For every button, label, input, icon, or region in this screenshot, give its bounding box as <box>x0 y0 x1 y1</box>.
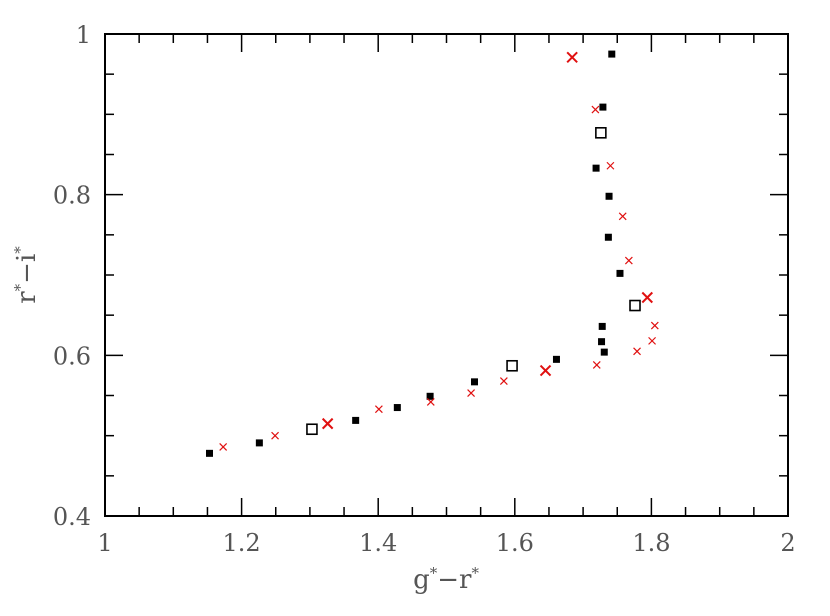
y-tick-labels: 0.4 0.6 0.8 1 <box>53 21 91 531</box>
filled-square-point <box>255 439 263 447</box>
x-tick-label: 2 <box>780 529 795 557</box>
x-tick-label: 1.2 <box>223 529 261 557</box>
small-cross-point <box>618 212 627 221</box>
plot-frame <box>104 33 789 517</box>
open-square-point <box>595 127 607 139</box>
filled-square-point <box>205 449 213 457</box>
filled-square-point <box>616 269 624 277</box>
small-cross-point <box>271 431 279 440</box>
axis-ticks <box>104 33 789 517</box>
y-tick-label: 1 <box>76 21 91 49</box>
y-tick-label: 0.8 <box>53 182 91 210</box>
filled-square-point <box>552 355 560 363</box>
filled-square-point <box>471 378 479 386</box>
filled-square-point <box>592 164 600 172</box>
small-cross-point <box>499 377 508 385</box>
open-square-point <box>506 359 518 372</box>
data-marks <box>205 50 659 457</box>
small-cross-point <box>219 442 228 451</box>
open-square-point <box>306 423 318 436</box>
x-tick-label: 1.6 <box>496 529 534 557</box>
small-cross-point <box>374 405 383 414</box>
x-axis-label: g*−r* <box>413 564 479 595</box>
small-cross-point <box>426 398 435 406</box>
large-cross-point <box>641 291 654 304</box>
small-cross-point <box>650 321 659 330</box>
small-cross-point <box>624 256 633 265</box>
small-cross-point <box>591 105 600 114</box>
x-tick-labels: 1 1.2 1.4 1.6 1.8 2 <box>97 529 795 557</box>
small-cross-point <box>633 347 641 356</box>
x-tick-label: 1.8 <box>632 529 670 557</box>
filled-square-point <box>598 322 606 330</box>
y-tick-label: 0.6 <box>53 342 91 370</box>
x-tick-label: 1.4 <box>359 529 397 557</box>
x-tick-label: 1 <box>97 529 112 557</box>
y-tick-label: 0.4 <box>53 503 91 531</box>
large-cross-point <box>539 364 552 377</box>
filled-square-point <box>600 348 608 356</box>
filled-square-point <box>426 392 434 400</box>
filled-square-point <box>599 103 607 111</box>
small-cross-point <box>648 336 657 345</box>
large-cross-point <box>321 417 334 430</box>
small-cross-point <box>467 389 476 398</box>
filled-square-point <box>598 338 606 346</box>
filled-square-point <box>393 404 401 412</box>
large-cross-point <box>566 51 578 64</box>
open-square-point <box>629 299 641 312</box>
filled-square-point <box>608 50 616 58</box>
small-cross-point <box>606 161 615 170</box>
filled-square-point <box>605 192 613 200</box>
small-cross-point <box>592 361 601 369</box>
filled-square-point <box>604 233 612 241</box>
y-axis-label: r*−i* <box>11 246 42 304</box>
filled-square-point <box>352 416 360 424</box>
